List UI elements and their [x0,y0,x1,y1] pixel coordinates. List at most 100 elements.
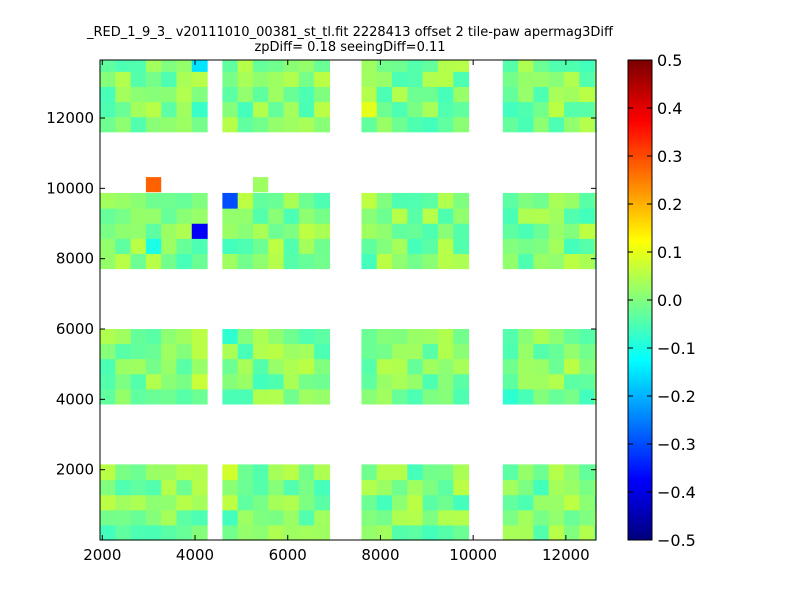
colorbar-segment [628,69,652,73]
heatmap-cell [564,192,580,209]
heatmap-cell [437,71,454,87]
heatmap-cell [161,86,178,103]
heatmap-cell [502,373,519,390]
colorbar-segment [628,159,652,163]
heatmap-cell [283,101,300,118]
heatmap-cell [437,253,454,270]
heatmap-cell [115,343,132,360]
colorbar-segment [628,273,652,277]
colorbar-segment [628,198,652,202]
colorbar-segment [628,132,652,136]
colorbar-segment [628,417,652,421]
colorbar-segment [628,282,652,286]
heatmap-cell [268,464,285,481]
heatmap-cell [376,464,393,481]
heatmap-cell [130,192,147,209]
heatmap-cell [361,343,378,360]
heatmap-cell [176,464,193,481]
heatmap-cell [518,116,535,133]
heatmap-cell [191,524,208,541]
heatmap-cell [422,373,439,390]
colorbar-segment [628,219,652,223]
heatmap-cell [453,464,470,481]
heatmap-cell [376,253,393,270]
heatmap-cell [502,238,519,255]
heatmap-cell [252,86,269,103]
heatmap-cell [298,329,315,345]
chart-title: _RED_1_9_3_ v20111010_00381_st_tl.fit 22… [87,25,613,40]
colorbar-segment [628,90,652,94]
colorbar-segment [628,135,652,139]
heatmap-cell [191,208,208,224]
heatmap-cell [361,101,378,118]
heatmap-cell [237,479,254,496]
colorbar-segment [628,483,652,487]
colorbar-segment [628,171,652,175]
heatmap-cell [407,388,424,405]
colorbar-segment [628,111,652,115]
heatmap-cell [361,253,378,270]
heatmap-cell [283,494,300,511]
heatmap-cell [579,509,596,526]
heatmap-cell [100,60,116,72]
heatmap-cell [130,223,147,239]
heatmap-cell [314,208,331,224]
heatmap-cell [548,86,565,103]
heatmap-cell [502,60,519,72]
heatmap-cell [548,343,565,360]
colorbar-segment [628,288,652,292]
heatmap-cell [268,343,285,360]
colorbar-segment [628,486,652,490]
heatmap-cell [115,479,132,496]
heatmap-cell [422,60,439,72]
heatmap-cell [100,509,116,526]
heatmap-cell [145,238,162,255]
heatmap-cell [176,60,193,72]
heatmap-cell [222,388,239,405]
heatmap-cell [161,479,178,496]
colorbar-tick-label: 0.3 [657,147,682,166]
heatmap-cell [145,479,162,496]
heatmap-cell [100,101,116,118]
heatmap-cell [283,509,300,526]
heatmap-cell [283,479,300,496]
heatmap-cell [176,479,193,496]
heatmap-cell [453,71,470,87]
heatmap-cell [115,253,132,270]
heatmap-cell [579,494,596,511]
heatmap-cell [298,86,315,103]
heatmap-cell [422,86,439,103]
heatmap-cell [176,86,193,103]
plot-border [99,59,597,541]
colorbar-segment [628,162,652,166]
colorbar-tick-label: 0.1 [657,243,682,262]
heatmap-cell [453,192,470,209]
colorbar-segment [628,354,652,358]
colorbar-segment [628,327,652,331]
heatmap-cell [361,238,378,255]
heatmap-cell [392,192,408,209]
heatmap-cell [283,464,300,481]
heatmap-cell [392,223,408,239]
colorbar-segment [628,453,652,457]
colorbar-segment [628,405,652,409]
heatmap-cells [100,60,597,541]
heatmap-cell [252,223,269,239]
heatmap-cell [176,101,193,118]
heatmap-cell [453,329,470,345]
colorbar-segment [628,126,652,130]
heatmap-cell [268,479,285,496]
heatmap-cell [191,71,208,87]
heatmap-cell [283,71,300,87]
heatmap-cell [437,494,454,511]
heatmap-cell [222,373,239,390]
heatmap-cell [191,509,208,526]
heatmap-cell [392,60,408,72]
heatmap-cell [533,479,550,496]
heatmap-cell [161,60,178,72]
y-tick-label: 2000 [56,461,94,479]
colorbar-segment [628,423,652,427]
colorbar-tick-label: −0.5 [657,531,696,550]
heatmap-cell [407,192,424,209]
heatmap-cell [392,329,408,345]
